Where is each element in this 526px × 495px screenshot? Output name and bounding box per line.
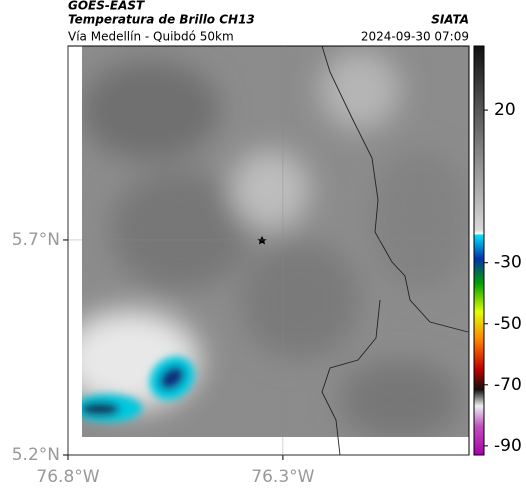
imagery — [67, 45, 470, 456]
colorbar-tick-label: -50 — [494, 314, 522, 334]
x-tick-label: 76.8°W — [36, 467, 99, 487]
colorbar-tick-label: -70 — [494, 375, 522, 395]
product: Temperatura de Brillo CH13 — [68, 13, 255, 27]
source: SIATA — [431, 13, 469, 27]
y-tick-label: 5.7°N — [12, 230, 60, 250]
colorbar-tick-label: 20 — [494, 100, 516, 120]
y-tick-label: 5.2°N — [12, 445, 60, 465]
subtitle: Vía Medellín - Quibdó 50km — [68, 30, 234, 44]
colorbar-tick-label: -30 — [494, 253, 522, 273]
timestamp: 2024-09-30 07:09 — [361, 30, 469, 44]
satellite: GOES-EAST — [68, 0, 145, 13]
colorbar — [473, 45, 485, 456]
x-tick-label: 76.3°W — [251, 467, 314, 487]
colorbar-tick-label: -90 — [494, 436, 522, 456]
